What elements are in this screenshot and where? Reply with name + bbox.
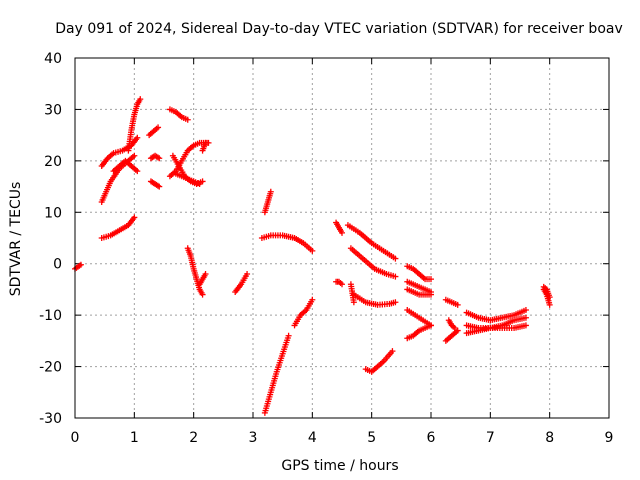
data-point bbox=[131, 214, 138, 221]
satellite-arc bbox=[172, 170, 203, 187]
grid-lines bbox=[75, 58, 609, 418]
data-point bbox=[350, 299, 357, 306]
data-point bbox=[77, 261, 84, 268]
data-point bbox=[244, 271, 251, 277]
satellite-arc bbox=[347, 245, 399, 280]
data-point bbox=[392, 255, 399, 262]
y-axis-label: SDTVAR / TECUs bbox=[8, 182, 24, 297]
data-point bbox=[522, 322, 529, 329]
satellite-arc bbox=[199, 139, 212, 154]
satellite-arc bbox=[350, 291, 399, 308]
satellite-arc bbox=[442, 327, 461, 344]
x-tick-label: 9 bbox=[605, 430, 614, 446]
satellite-arc bbox=[196, 271, 209, 288]
satellite-arc bbox=[442, 296, 461, 308]
data-point bbox=[156, 155, 163, 162]
data-point bbox=[546, 294, 553, 301]
x-tick-label: 6 bbox=[427, 430, 436, 446]
data-point bbox=[454, 327, 461, 334]
satellite-arc bbox=[404, 286, 434, 298]
satellite-arc bbox=[146, 124, 162, 139]
satellite-arc bbox=[184, 245, 206, 298]
y-tick-label: 0 bbox=[53, 257, 62, 273]
satellite-arc bbox=[540, 283, 553, 301]
data-point bbox=[205, 139, 212, 146]
data-point bbox=[134, 168, 141, 175]
data-point bbox=[428, 291, 434, 298]
satellite-arc bbox=[445, 317, 458, 331]
data-point bbox=[522, 307, 529, 313]
x-tick-label: 8 bbox=[545, 430, 554, 446]
data-points bbox=[72, 96, 553, 416]
y-tick-label: -30 bbox=[39, 411, 62, 427]
data-point bbox=[199, 291, 206, 298]
satellite-arc bbox=[261, 188, 274, 216]
satellite-arc bbox=[404, 263, 434, 283]
satellite-arc bbox=[147, 152, 163, 162]
satellite-arc bbox=[333, 219, 345, 236]
satellite-arc bbox=[98, 152, 138, 205]
data-point bbox=[428, 276, 434, 283]
satellite-arc bbox=[261, 332, 292, 416]
data-point bbox=[137, 96, 144, 103]
data-point bbox=[389, 348, 396, 355]
x-tick-label: 3 bbox=[249, 430, 258, 446]
data-point bbox=[392, 299, 399, 306]
tick-labels: 0 1 2 3 4 5 6 7 8 9 -30 -20 -10 0 10 20 30 40 bbox=[39, 51, 613, 446]
satellite-arc bbox=[291, 296, 316, 329]
satellite-arc bbox=[333, 278, 345, 288]
y-tick-label: -10 bbox=[39, 308, 62, 324]
x-tick-label: 7 bbox=[486, 430, 495, 446]
satellite-arc bbox=[463, 322, 529, 337]
satellite-arc bbox=[404, 322, 434, 342]
data-point bbox=[196, 181, 203, 187]
satellite-arc bbox=[362, 348, 396, 375]
data-point bbox=[339, 281, 345, 288]
x-tick-label: 1 bbox=[130, 430, 139, 446]
x-tick-label: 4 bbox=[308, 430, 317, 446]
satellite-arc bbox=[232, 271, 251, 295]
data-point bbox=[155, 124, 162, 131]
x-tick-label: 0 bbox=[71, 430, 80, 446]
data-point bbox=[285, 332, 292, 339]
data-point bbox=[267, 188, 274, 195]
data-point bbox=[309, 296, 316, 303]
data-point bbox=[131, 152, 138, 159]
y-tick-label: 10 bbox=[44, 205, 62, 221]
data-point bbox=[392, 273, 399, 280]
y-tick-label: 20 bbox=[44, 154, 62, 170]
satellite-arc bbox=[147, 178, 163, 190]
data-point bbox=[546, 301, 553, 308]
satellite-arc bbox=[125, 96, 144, 154]
data-point bbox=[454, 301, 461, 308]
satellite-arc bbox=[404, 278, 434, 295]
data-point bbox=[522, 314, 529, 321]
data-point bbox=[428, 322, 434, 329]
x-axis-label: GPS time / hours bbox=[281, 458, 398, 474]
data-point bbox=[156, 183, 163, 190]
y-tick-label: -20 bbox=[39, 360, 62, 376]
satellite-arc bbox=[463, 307, 529, 324]
satellite-arc bbox=[344, 222, 399, 262]
data-point bbox=[339, 229, 345, 236]
satellite-arc bbox=[166, 106, 191, 123]
x-tick-label: 2 bbox=[189, 430, 198, 446]
data-point bbox=[309, 247, 316, 254]
satellite-arc bbox=[258, 232, 316, 254]
data-point bbox=[134, 134, 141, 141]
satellite-arc bbox=[110, 157, 141, 175]
axis-ticks bbox=[74, 57, 610, 419]
satellite-arc bbox=[98, 214, 138, 241]
y-tick-label: 40 bbox=[44, 51, 62, 67]
plot-frame bbox=[74, 57, 610, 419]
x-tick-label: 5 bbox=[367, 430, 376, 446]
data-point bbox=[184, 116, 191, 123]
y-tick-label: 30 bbox=[44, 102, 62, 118]
chart-title: Day 091 of 2024, Sidereal Day-to-day VTE… bbox=[55, 21, 623, 37]
data-point bbox=[202, 271, 209, 277]
